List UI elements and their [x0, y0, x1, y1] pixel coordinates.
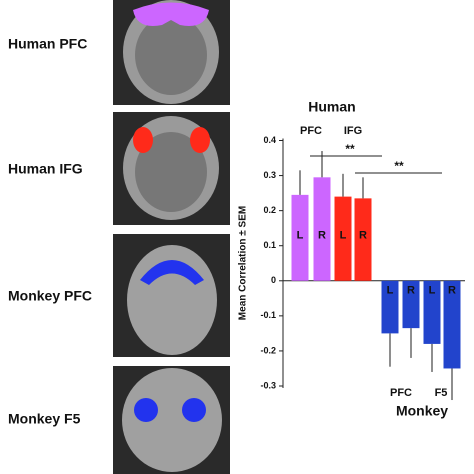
panel-label: Monkey PFC [8, 288, 92, 304]
panel-label: Human PFC [8, 36, 87, 52]
y-axis-title: Mean Correlation ± SEM [238, 206, 249, 320]
y-tick-label: 0.2 [263, 205, 276, 215]
bar [423, 280, 441, 344]
bar-label: R [359, 230, 367, 242]
bar-label: L [387, 285, 394, 297]
subgroup-label: PFC [300, 125, 322, 137]
bar [381, 280, 399, 334]
sig-label: ** [394, 159, 404, 173]
sig-label: ** [345, 142, 355, 156]
y-tick-label: 0.1 [263, 240, 276, 250]
bar [402, 280, 420, 329]
y-tick-label: 0.4 [263, 135, 276, 145]
y-tick-label: -0.2 [260, 345, 276, 355]
bar [443, 280, 461, 369]
panel-label: Human IFG [8, 161, 83, 177]
bar [354, 198, 372, 281]
bar [334, 196, 352, 281]
y-tick-label: 0.3 [263, 170, 276, 180]
group-label: Human [308, 99, 355, 115]
panel-label: Monkey F5 [8, 411, 81, 427]
bar [313, 177, 331, 281]
subgroup-label: IFG [344, 125, 362, 137]
brain-images [113, 0, 230, 474]
bar-label: R [318, 230, 326, 242]
subgroup-label: F5 [435, 387, 448, 399]
y-tick-label: 0 [271, 275, 276, 285]
bar-label: R [407, 285, 415, 297]
bar-label: L [340, 230, 347, 242]
bar-label: L [429, 285, 436, 297]
bar [291, 194, 309, 281]
y-tick-label: -0.3 [260, 380, 276, 390]
y-tick-label: -0.1 [260, 310, 276, 320]
bar-label: R [448, 285, 456, 297]
subgroup-label: PFC [390, 387, 412, 399]
bar-label: L [297, 230, 304, 242]
group-label: Monkey [396, 403, 448, 419]
